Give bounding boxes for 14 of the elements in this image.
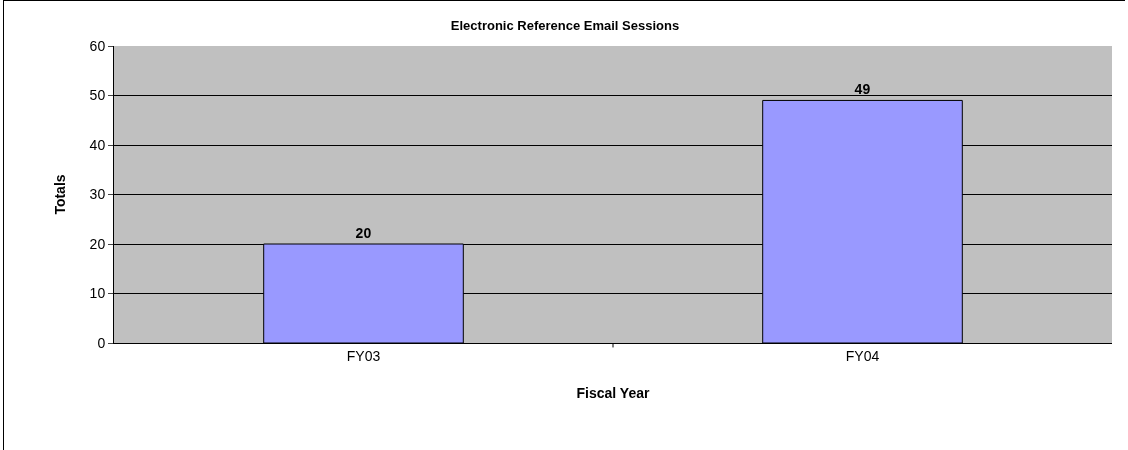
y-tick-label: 40 [89, 136, 106, 153]
data-label: 49 [854, 81, 871, 98]
y-tick-label: 50 [89, 87, 106, 104]
y-tick-label: 10 [89, 285, 106, 302]
x-tick-label: FY03 [346, 347, 381, 364]
chart-title: Electronic Reference Email Sessions [450, 18, 680, 34]
y-axis-title: Totals [52, 174, 69, 215]
data-label: 20 [355, 225, 372, 241]
y-tick-label: 60 [89, 37, 106, 54]
y-tick-label: 20 [89, 235, 106, 252]
x-axis-title: Fiscal Year [576, 385, 650, 402]
y-tick-label: 30 [89, 186, 106, 203]
x-tick-label: FY04 [845, 347, 880, 364]
y-tick-label: 0 [97, 334, 106, 351]
